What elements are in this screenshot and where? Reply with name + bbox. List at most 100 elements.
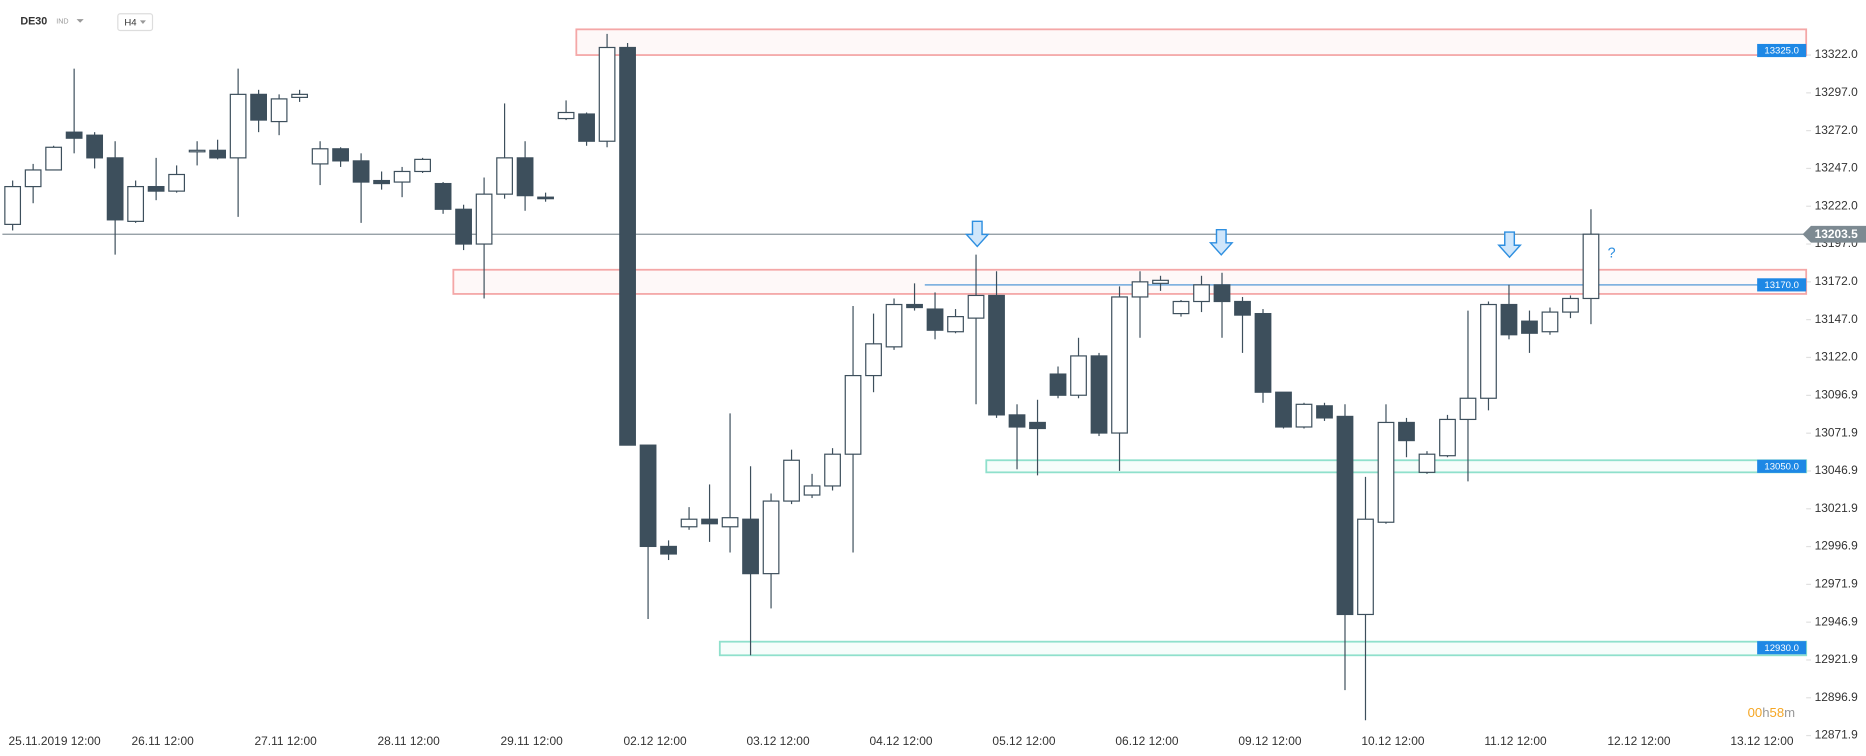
interval[interactable]: H4 [124, 17, 137, 28]
candle-body [127, 185, 145, 222]
candle-body [1357, 518, 1374, 616]
candle-body [967, 294, 985, 319]
candle-body [1295, 403, 1313, 428]
y-tick-label: 13046.9 [1815, 463, 1859, 477]
arrow-icon [1208, 228, 1234, 256]
candle-body [270, 98, 288, 123]
interval-box[interactable] [117, 13, 154, 32]
candle-body [168, 173, 186, 192]
zone [718, 640, 1808, 657]
y-tick-label: 12946.9 [1815, 614, 1859, 628]
candle-body [229, 93, 247, 159]
candle-body [537, 196, 554, 200]
candle-body [352, 160, 370, 183]
candle-body [188, 149, 206, 153]
candle-body [1562, 297, 1579, 313]
zone-badge [1757, 459, 1807, 473]
candle-body [1152, 279, 1169, 284]
candle-body [1500, 303, 1518, 336]
y-tick-label: 13021.9 [1815, 501, 1859, 515]
zone-badge [1757, 43, 1807, 58]
y-tick-label: 12921.9 [1815, 652, 1859, 666]
candle-body [24, 169, 42, 188]
candle-body [947, 316, 964, 333]
candle-body [1213, 284, 1231, 303]
y-tick-label: 13272.0 [1815, 123, 1859, 137]
candle-body [250, 93, 268, 121]
candle-body [45, 146, 63, 171]
candle-body [557, 111, 575, 120]
y-tick-label: 13322.0 [1815, 47, 1859, 61]
y-tick-label: 13122.0 [1815, 350, 1859, 364]
candle-body [1316, 405, 1333, 419]
candle-body [434, 182, 452, 210]
candle-body [1398, 421, 1415, 442]
candle-body [988, 294, 1005, 416]
y-tick-label: 13147.0 [1815, 312, 1859, 326]
candle-body [619, 46, 636, 446]
y-tick-label: 12996.9 [1815, 539, 1859, 553]
candle-body [803, 485, 821, 496]
zone [575, 28, 1808, 56]
candle-body [1418, 453, 1436, 473]
candle-body [1234, 300, 1251, 316]
candle-body [824, 453, 841, 487]
plot: 13322.013297.013272.013247.013222.013197… [2, 28, 1866, 748]
x-tick-label: 09.12 12:00 [1238, 734, 1301, 748]
y-tick-label: 13297.0 [1815, 85, 1859, 99]
candle-body [885, 303, 903, 348]
candle-body [1521, 320, 1538, 334]
y-tick-label: 12871.9 [1815, 728, 1859, 742]
x-tick-label: 10.12 12:00 [1361, 734, 1424, 748]
candle-body [598, 46, 616, 142]
x-tick-label: 06.12 12:00 [1115, 734, 1178, 748]
candle-body [721, 517, 739, 528]
candle-body [639, 444, 657, 548]
zone-label: 12930.0 [1764, 643, 1799, 654]
y-tick-label: 13172.0 [1815, 274, 1859, 288]
candle-body [86, 134, 104, 159]
x-tick-label: 02.12 12:00 [623, 734, 686, 748]
symbol[interactable]: DE30 [20, 15, 47, 27]
candle-body [1008, 414, 1026, 428]
candle-body [1336, 415, 1354, 616]
countdown-part: h [1762, 706, 1769, 721]
candle-body [1480, 303, 1497, 399]
annotation: ? [1608, 245, 1616, 261]
y-tick-label: 13247.0 [1815, 161, 1859, 175]
candle-body [332, 148, 349, 162]
candle-body [926, 308, 944, 331]
arrow-icon [1497, 231, 1522, 259]
interval-caret[interactable] [139, 20, 146, 24]
zone-badge [1757, 278, 1807, 292]
candle-body [311, 148, 329, 165]
candle-body [1254, 312, 1272, 393]
candle-body [783, 459, 800, 502]
symbol-caret[interactable] [76, 19, 84, 23]
candle-body [414, 158, 431, 173]
x-tick-label: 29.11 12:00 [500, 734, 563, 748]
zone [452, 268, 1808, 295]
candle-body [455, 208, 472, 245]
candle-body [4, 185, 22, 225]
zone-label: 13325.0 [1764, 46, 1799, 57]
candle-body [1377, 421, 1395, 523]
candle-body [1275, 391, 1292, 428]
x-tick-label: 12.12 12:00 [1607, 734, 1670, 748]
y-tick-label: 12971.9 [1815, 577, 1859, 591]
zone-label: 13050.0 [1764, 461, 1799, 472]
candle-body [106, 157, 124, 221]
candle-body [65, 131, 83, 139]
candle-body [475, 193, 493, 245]
candle-body [680, 518, 698, 528]
x-tick-label: 11.12 12:00 [1484, 734, 1547, 748]
last-price-badge [1802, 225, 1866, 243]
candle-body [1172, 300, 1190, 315]
countdown: 00h58m [1748, 706, 1796, 721]
candle-body [762, 500, 780, 575]
candle-body [1541, 311, 1559, 333]
x-tick-label: 26.11 12:00 [132, 734, 195, 748]
zone-badge [1757, 641, 1807, 655]
candle-body [291, 93, 308, 98]
